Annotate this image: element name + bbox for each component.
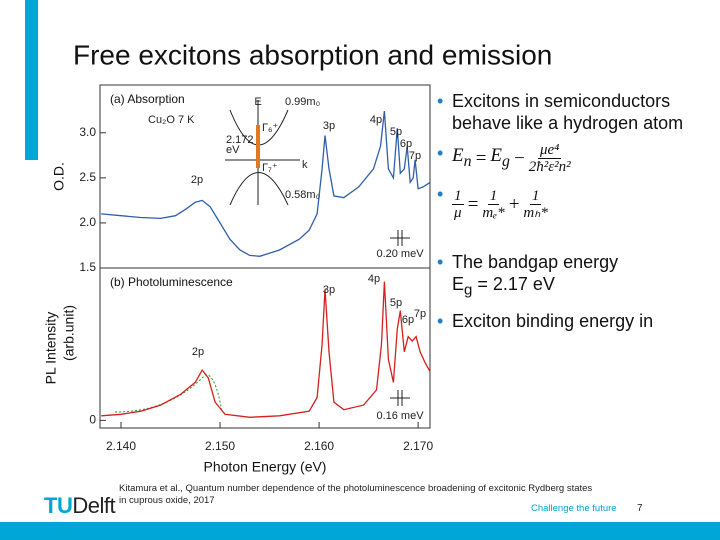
annotation: 6p <box>400 138 412 150</box>
annotation: 6p <box>402 314 414 326</box>
logo-tu: TU <box>44 493 73 518</box>
figure-frame <box>99 84 431 429</box>
annotation: Γ₆⁺ <box>262 122 278 134</box>
math-text: = 2.17 eV <box>477 274 555 294</box>
math-text: E <box>452 274 465 294</box>
slide-title: Free excitons absorption and emission <box>73 39 552 70</box>
y-tick-label: 2.0 <box>79 215 96 229</box>
math-den: 2ħ²ε²n² <box>528 159 571 175</box>
annotation: 5p <box>390 126 402 138</box>
y-tick-label: 3.0 <box>79 125 96 139</box>
bullet-text: Exciton binding energy in <box>452 310 654 331</box>
annotation: 4p <box>370 114 382 126</box>
x-tick-label: 2.150 <box>205 439 235 453</box>
math-text: E <box>490 144 502 166</box>
citation: Kitamura et al., Quantum number dependen… <box>119 483 593 506</box>
annotation: E <box>254 96 261 108</box>
bullet: Excitons in semiconductors behave like a… <box>437 90 707 134</box>
logo: TUDelft <box>44 493 116 519</box>
annotation: 2p <box>192 346 204 358</box>
logo-delft: Delft <box>72 493 116 518</box>
page-number: 7 <box>637 503 643 514</box>
math-text: − <box>512 147 526 169</box>
x-axis-label: Photon Energy (eV) <box>204 459 327 475</box>
annotation: 0.20 meV <box>376 248 424 260</box>
y-axis-unit: (arb.unit) <box>61 305 77 361</box>
math-den: mₕ* <box>523 205 548 221</box>
y-tick-label: 2.5 <box>79 170 96 184</box>
x-tick-label: 2.170 <box>403 439 433 453</box>
band-inset <box>225 100 300 206</box>
panel-title: (a) Absorption <box>110 92 185 106</box>
spectrum-line <box>101 111 431 257</box>
annotation: 5p <box>390 297 402 309</box>
bullet-list: Excitons in semiconductors behave like a… <box>437 90 707 415</box>
annotation: 4p <box>368 273 380 285</box>
annotation: 0.58m₀ <box>285 189 320 201</box>
fit-curve <box>114 374 223 413</box>
math-sub: g <box>464 281 473 299</box>
annotation: Γ₇⁺ <box>262 162 278 174</box>
tagline: Challenge the future <box>531 503 617 514</box>
linewidth-markers <box>390 230 410 406</box>
x-tick-label: 2.140 <box>106 439 136 453</box>
math-den: μ <box>453 205 462 221</box>
annotation: 3p <box>323 120 335 132</box>
math-text: E <box>452 144 464 166</box>
accent-bar <box>25 0 38 160</box>
annotation: 0.99m₀ <box>285 96 320 108</box>
y-axis-label: O.D. <box>51 162 67 191</box>
bullet-text: The bandgap energy <box>452 252 619 272</box>
annotation: eV <box>226 144 240 156</box>
annotation: 2.172 <box>226 134 254 146</box>
y-tick-label: 0 <box>89 413 96 427</box>
x-tick-label: 2.160 <box>304 439 334 453</box>
formula: 1μ = 1mₑ* + 1mₕ* <box>452 188 548 221</box>
bullet: The bandgap energy Eg = 2.17 eV <box>437 251 707 302</box>
annotation: 0.16 meV <box>376 410 424 422</box>
math-num: 1 <box>452 188 464 205</box>
annotation: 7p <box>414 308 426 320</box>
annotation: 7p <box>409 150 421 162</box>
math-text: = <box>466 193 480 215</box>
bullet: Exciton binding energy in <box>437 310 707 332</box>
bullet: 1μ = 1mₑ* + 1mₕ* <box>437 183 707 221</box>
annotation: 2p <box>191 174 203 186</box>
annotation: k <box>302 159 308 171</box>
y-axis-label: PL Intensity <box>43 312 59 385</box>
spectrum-line <box>101 281 431 418</box>
annotation: Cu₂O 7 K <box>148 114 195 126</box>
bullet-text: Excitons in semiconductors behave like a… <box>452 91 684 133</box>
math-den: mₑ* <box>482 205 505 221</box>
math-num: 1 <box>487 188 500 205</box>
math-text: = <box>474 147 488 169</box>
panel-title: (b) Photoluminescence <box>110 275 233 289</box>
math-sub: n <box>463 152 472 170</box>
math-num: μe⁴ <box>537 142 562 159</box>
math-text: + <box>507 193 521 215</box>
footer-bar <box>0 522 720 540</box>
math-num: 1 <box>529 188 542 205</box>
y-tick-label: 1.5 <box>79 260 96 274</box>
math-sub: g <box>501 152 510 170</box>
annotation: 3p <box>323 284 335 296</box>
